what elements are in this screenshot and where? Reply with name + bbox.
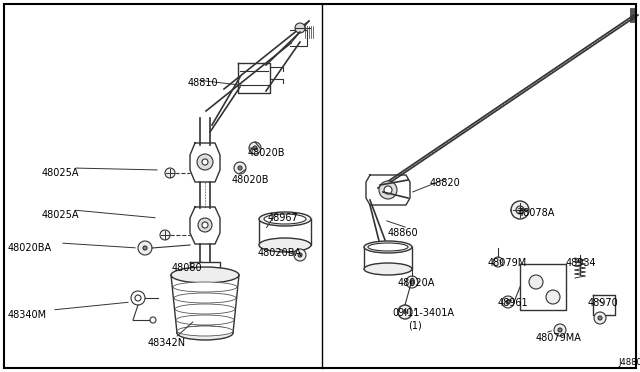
Text: 48020BA: 48020BA bbox=[258, 248, 302, 258]
Text: 48020A: 48020A bbox=[398, 278, 435, 288]
Circle shape bbox=[249, 142, 261, 154]
Text: 09I11-3401A: 09I11-3401A bbox=[392, 308, 454, 318]
Ellipse shape bbox=[368, 243, 408, 251]
Text: 48080: 48080 bbox=[172, 263, 203, 273]
Text: 48020B: 48020B bbox=[232, 175, 269, 185]
Ellipse shape bbox=[364, 241, 412, 253]
Circle shape bbox=[384, 186, 392, 194]
Circle shape bbox=[294, 249, 306, 261]
Text: 48020BA: 48020BA bbox=[8, 243, 52, 253]
Circle shape bbox=[598, 316, 602, 320]
Text: 48967: 48967 bbox=[268, 213, 299, 223]
Text: 48079M: 48079M bbox=[488, 258, 527, 268]
Circle shape bbox=[202, 222, 208, 228]
Text: (1): (1) bbox=[408, 320, 422, 330]
Circle shape bbox=[529, 275, 543, 289]
Circle shape bbox=[546, 290, 560, 304]
Ellipse shape bbox=[364, 263, 412, 275]
Circle shape bbox=[253, 146, 257, 150]
Circle shape bbox=[502, 296, 514, 308]
Text: 48810: 48810 bbox=[188, 78, 219, 88]
Circle shape bbox=[558, 328, 562, 332]
Text: 48820: 48820 bbox=[430, 178, 461, 188]
Circle shape bbox=[143, 246, 147, 250]
Text: 48961: 48961 bbox=[498, 298, 529, 308]
Circle shape bbox=[238, 166, 242, 170]
Circle shape bbox=[197, 154, 213, 170]
Circle shape bbox=[131, 291, 145, 305]
Circle shape bbox=[150, 317, 156, 323]
Ellipse shape bbox=[177, 326, 233, 340]
Text: 48970: 48970 bbox=[588, 298, 619, 308]
Ellipse shape bbox=[176, 315, 234, 325]
Circle shape bbox=[554, 324, 566, 336]
Circle shape bbox=[406, 276, 418, 288]
Circle shape bbox=[410, 280, 414, 284]
Ellipse shape bbox=[173, 282, 237, 292]
Circle shape bbox=[202, 159, 208, 165]
Text: 48020B: 48020B bbox=[248, 148, 285, 158]
Circle shape bbox=[298, 253, 302, 257]
Text: 48342N: 48342N bbox=[148, 338, 186, 348]
Ellipse shape bbox=[264, 214, 306, 224]
Circle shape bbox=[511, 201, 529, 219]
Circle shape bbox=[516, 206, 524, 214]
Text: 48340M: 48340M bbox=[8, 310, 47, 320]
Circle shape bbox=[379, 181, 397, 199]
Circle shape bbox=[198, 218, 212, 232]
Text: 48934: 48934 bbox=[566, 258, 596, 268]
Circle shape bbox=[135, 295, 141, 301]
Circle shape bbox=[138, 241, 152, 255]
Ellipse shape bbox=[177, 326, 233, 336]
Ellipse shape bbox=[171, 267, 239, 283]
Text: 48078A: 48078A bbox=[518, 208, 556, 218]
Circle shape bbox=[594, 312, 606, 324]
Circle shape bbox=[165, 168, 175, 178]
Ellipse shape bbox=[259, 238, 311, 252]
Ellipse shape bbox=[174, 293, 236, 303]
Circle shape bbox=[506, 300, 510, 304]
Text: 48079MA: 48079MA bbox=[536, 333, 582, 343]
Circle shape bbox=[234, 162, 246, 174]
Circle shape bbox=[398, 305, 412, 319]
Text: 48025A: 48025A bbox=[42, 210, 79, 220]
Text: 48860: 48860 bbox=[388, 228, 419, 238]
Ellipse shape bbox=[175, 304, 235, 314]
Text: N: N bbox=[402, 309, 408, 315]
Circle shape bbox=[295, 23, 305, 33]
Text: 48025A: 48025A bbox=[42, 168, 79, 178]
Ellipse shape bbox=[259, 212, 311, 226]
Text: J488000.1: J488000.1 bbox=[618, 358, 640, 367]
Circle shape bbox=[160, 230, 170, 240]
Circle shape bbox=[493, 257, 503, 267]
